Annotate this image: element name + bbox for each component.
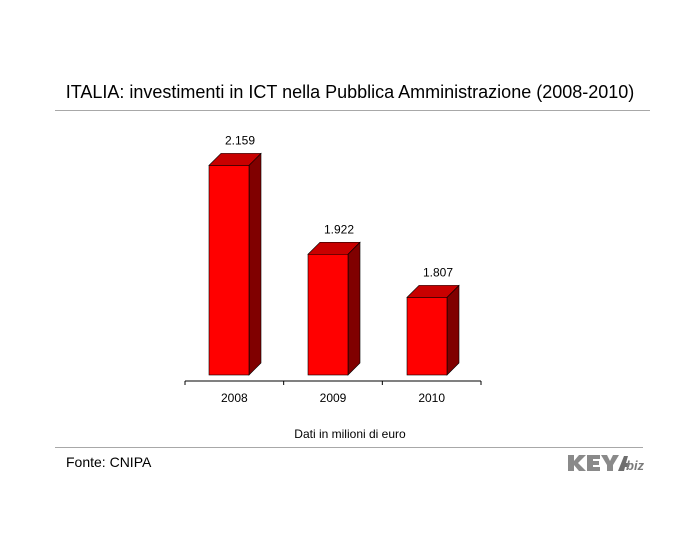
tick-label-2010: 2010	[418, 391, 445, 405]
bars-group	[208, 152, 460, 376]
bar-side	[248, 152, 262, 376]
bar-2009	[307, 241, 361, 376]
chart-title: ITALIA: investimenti in ICT nella Pubbli…	[65, 82, 635, 102]
x-axis	[184, 380, 482, 385]
bar-front	[208, 165, 250, 376]
title-divider	[55, 110, 650, 111]
data-label-2009: 1.922	[324, 222, 354, 236]
tick-label-2008: 2008	[221, 391, 248, 405]
data-label-2010: 1.807	[423, 265, 453, 279]
labels-group: 2.159 2008 1.922 2009 1.807 2010	[221, 133, 453, 405]
bar-front	[307, 253, 349, 376]
bar-top	[307, 241, 361, 255]
bar-top	[208, 153, 262, 166]
logo-mark: biz	[568, 455, 645, 473]
key4biz-logo: biz	[568, 455, 645, 473]
source-label: Fonte: CNIPA	[66, 454, 152, 470]
data-label-2008: 2.159	[225, 133, 255, 147]
units-note: Dati in milioni di euro	[294, 427, 406, 441]
tick-label-2009: 2009	[320, 391, 347, 405]
bar-side	[347, 241, 361, 376]
footer-divider	[55, 447, 643, 448]
bar-2010	[406, 284, 460, 376]
bar-top	[406, 285, 460, 298]
bar-front	[406, 297, 448, 376]
svg-text:biz: biz	[626, 458, 645, 473]
bar-2008	[208, 152, 262, 376]
bar-side	[446, 284, 460, 376]
